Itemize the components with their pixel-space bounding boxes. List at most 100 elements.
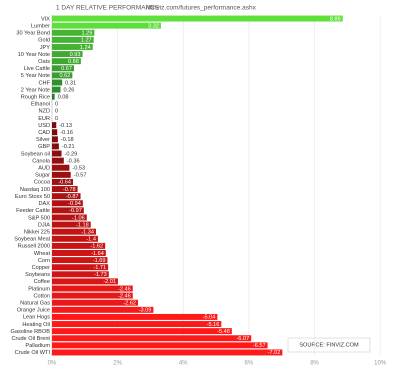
bar: [52, 242, 106, 249]
y-tick-label: AUD: [38, 166, 50, 172]
value-label: -7.02: [268, 350, 281, 356]
y-tick-label: Crude Oil Brent: [11, 336, 50, 342]
value-label: -1.71: [93, 265, 106, 271]
bar: [52, 292, 133, 299]
y-tick-label: Heating Oil: [22, 322, 50, 328]
bar: [52, 250, 106, 256]
value-label: -0.13: [59, 123, 72, 129]
value-label: -0.97: [69, 208, 82, 214]
value-label: -0.18: [61, 137, 74, 143]
value-label: -0.29: [65, 151, 78, 157]
y-tick-label: JPY: [40, 45, 51, 51]
bar: [52, 200, 83, 207]
y-tick-label: Oats: [38, 59, 50, 65]
y-tick-label: GBP: [38, 144, 50, 150]
x-tick-label: 10%: [374, 361, 387, 367]
value-label: -0.21: [62, 144, 75, 150]
y-tick-label: Wheat: [34, 251, 51, 257]
value-label: 1.27: [81, 38, 92, 44]
y-tick-label: Soybeans: [25, 272, 50, 278]
y-tick-label: Euro Stoxx 50: [15, 194, 50, 200]
value-label: 0.31: [65, 80, 76, 86]
bar: [52, 22, 161, 29]
bar: [52, 72, 73, 79]
bar: [52, 43, 93, 50]
y-tick-label: CAD: [38, 130, 50, 136]
x-tick-label: 4%: [179, 361, 188, 367]
bar: [52, 58, 81, 65]
y-tick-label: Lean Hogs: [23, 315, 50, 321]
bar: [52, 342, 268, 349]
y-tick-label: DAX: [38, 201, 50, 207]
value-label: -0.53: [72, 166, 85, 172]
y-tick-label: Cotton: [34, 293, 50, 299]
x-tick-label: 6%: [245, 361, 254, 367]
value-label: 0.26: [64, 87, 75, 93]
y-tick-label: Palladium: [25, 343, 50, 349]
bar: [52, 306, 154, 313]
y-tick-label: Rough Rice: [21, 94, 50, 100]
bar: [52, 143, 59, 150]
y-tick-label: USD: [38, 123, 50, 129]
y-tick-label: Sugar: [35, 173, 50, 179]
x-tick-label: 2%: [113, 361, 122, 367]
chart-subtitle: //finviz.com/futures_performance.ashx: [146, 5, 257, 12]
y-tick-label: Live Cattle: [24, 66, 50, 72]
bar: [52, 264, 109, 271]
bar: [52, 221, 91, 228]
x-tick-label: 8%: [310, 361, 319, 367]
bar: [52, 235, 98, 242]
y-tick-label: NZD: [39, 109, 51, 115]
bar: [52, 51, 83, 58]
y-tick-label: Gasoline RBOB: [11, 329, 51, 335]
y-tick-label: Russell 2000: [18, 244, 50, 250]
value-label: -2.62: [123, 301, 136, 307]
value-label: -1.18: [76, 222, 89, 228]
bar: [52, 335, 252, 342]
value-label: -0.16: [60, 130, 73, 136]
value-label: 0.93: [70, 52, 81, 58]
value-label: 0.62: [59, 73, 70, 79]
value-label: 0: [55, 102, 58, 108]
y-tick-label: S&P 500: [28, 215, 50, 221]
value-label: -0.64: [58, 180, 71, 186]
y-tick-label: CHF: [39, 80, 51, 86]
y-tick-label: Ethanol: [31, 102, 50, 108]
bar: [52, 164, 70, 171]
source: SOURCE: FINVIZ.COM: [299, 342, 359, 348]
value-label: -0.78: [63, 187, 76, 193]
value-label: -1.73: [94, 272, 107, 278]
value-label: -0.87: [66, 194, 79, 200]
y-tick-label: Corn: [38, 258, 50, 264]
value-label: -6.57: [253, 343, 266, 349]
y-tick-label: 10 Year Note: [18, 52, 50, 58]
value-label: 0.67: [61, 66, 72, 72]
y-tick-label: Orange Juice: [17, 308, 50, 314]
bar: [52, 214, 87, 221]
value-label: -5.04: [203, 315, 216, 321]
y-tick-label: Soybean oil: [21, 151, 50, 157]
y-tick-label: DJIA: [38, 222, 50, 228]
bar: [52, 313, 218, 320]
value-label: -5.16: [207, 322, 220, 328]
x-tick-label: 0%: [48, 361, 57, 367]
bar: [52, 328, 232, 335]
value-label: 3.32: [148, 23, 159, 29]
value-label: -3.09: [139, 308, 152, 314]
value-label: -0.94: [68, 201, 81, 207]
value-label: 0.88: [68, 59, 79, 65]
y-tick-label: 30 Year Bond: [16, 31, 50, 37]
value-label: 0: [55, 116, 58, 122]
y-tick-label: Crude Oil WTI: [15, 350, 51, 356]
value-label: -0.36: [67, 158, 80, 164]
bar: [52, 171, 71, 178]
bar: [52, 65, 74, 72]
y-tick-label: Gold: [38, 38, 50, 44]
bar: [52, 36, 94, 43]
bar: [52, 150, 62, 157]
value-label: -1.64: [91, 251, 104, 257]
value-label: -1.4: [86, 237, 96, 243]
value-label: -2.01: [103, 279, 116, 285]
value-label: 0.08: [58, 94, 69, 100]
